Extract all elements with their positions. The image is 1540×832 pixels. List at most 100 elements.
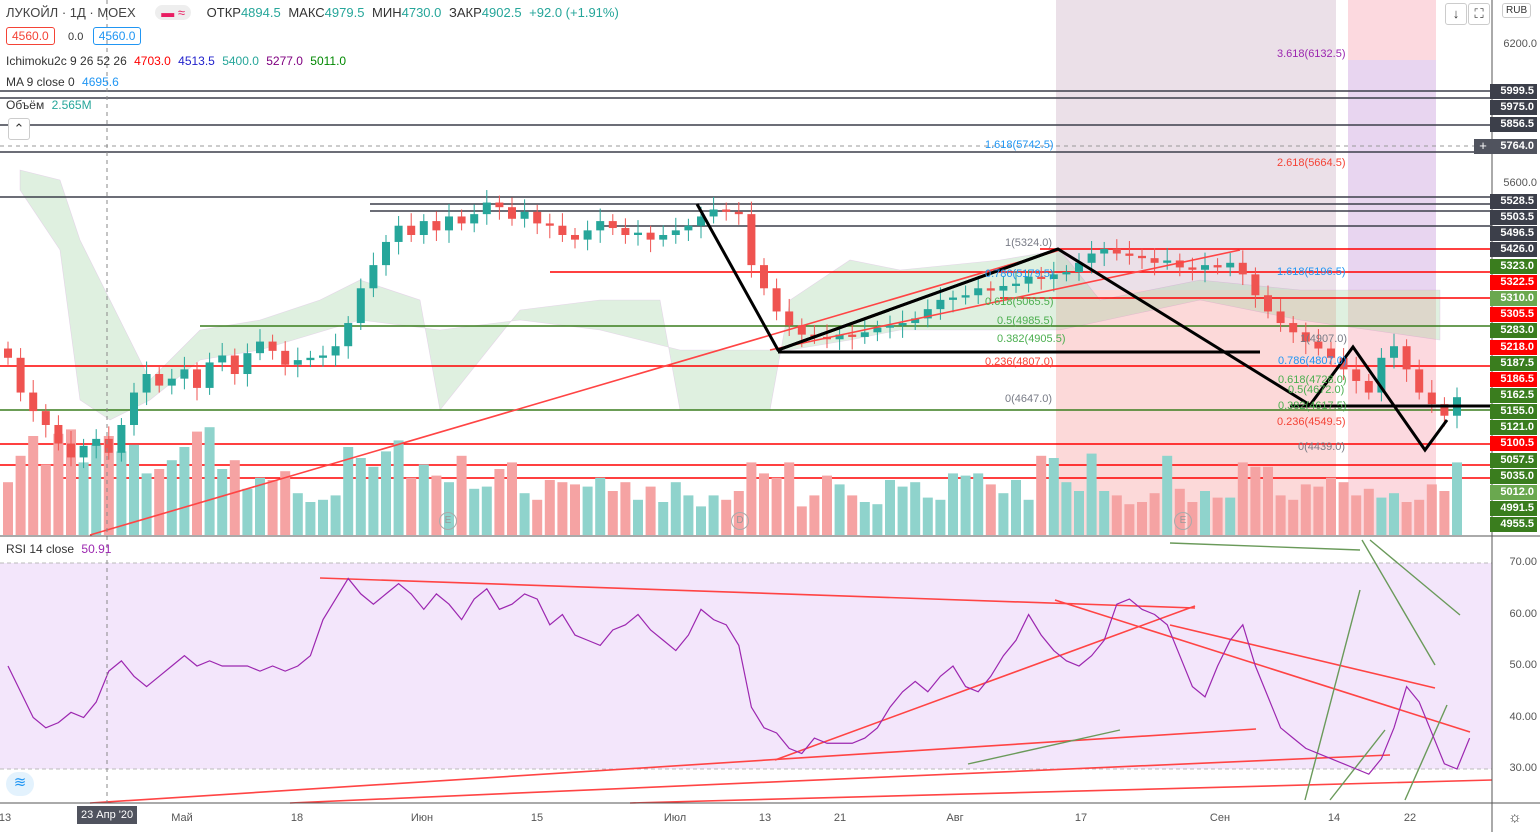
price-level-label[interactable]: 5057.5 [1490,453,1537,468]
volume-bar [1048,458,1059,535]
price-level-label[interactable]: 5426.0 [1490,242,1537,257]
candle [167,378,176,386]
dividend-marker[interactable]: D [731,512,749,530]
candle [1276,311,1285,324]
rsi-legend[interactable]: RSI 14 close 50.91 [6,542,115,556]
volume-bar [305,502,316,535]
fullscreen-button[interactable]: ⛶ [1468,3,1490,25]
ichimoku-legend[interactable]: Ichimoku2c 9 26 52 26 4703.0 4513.5 5400… [6,54,350,68]
candle [230,355,239,375]
volume-bar [670,482,681,535]
price-level-label[interactable]: 5100.5 [1490,436,1537,451]
time-tick: 17 [1074,812,1088,824]
candle [1138,255,1146,259]
candle [697,216,705,226]
volume-bar [53,433,64,535]
candle [911,318,920,324]
candle [634,232,642,235]
volume-bar [922,497,933,535]
candle [495,202,504,208]
price-tick: 5600.0 [1503,177,1537,189]
candle [470,214,479,224]
volume-bar [1212,497,1223,535]
high-value: 4979.5 [324,5,365,20]
candle [482,202,491,215]
volume-bar [607,491,618,535]
price-level-label[interactable]: 5322.5 [1490,275,1537,290]
candle [1251,274,1260,296]
earnings-marker[interactable]: E [439,512,457,530]
symbol-title[interactable]: ЛУКОЙЛ · 1Д · MOEX [6,5,136,20]
price-level-label[interactable]: 4955.5 [1490,517,1537,532]
price-tick: 6200.0 [1503,38,1537,50]
rsi-tick: 30.00 [1509,762,1537,774]
collapse-legend-button[interactable]: ⌃ [8,118,30,140]
price-level-label[interactable]: 5121.0 [1490,420,1537,435]
volume-bar [1300,484,1311,535]
price-level-label[interactable]: 5186.5 [1490,372,1537,387]
candle [646,232,655,240]
scroll-down-button[interactable]: ↓ [1445,3,1467,25]
price-level-label[interactable]: 5305.5 [1490,307,1537,322]
price-level-label[interactable]: 5496.5 [1490,226,1537,241]
price-level-label[interactable]: 5764.0 [1490,139,1537,154]
visibility-toggle[interactable]: ▬ ≈ [155,5,192,20]
candle [1390,346,1398,358]
candle [319,355,327,358]
price-level-label[interactable]: 5310.0 [1490,291,1537,306]
candle [1238,262,1247,275]
price-level-label[interactable]: 5162.5 [1490,388,1537,403]
rsi-label: RSI 14 close [6,542,75,556]
volume-bar [280,471,291,535]
candle [1327,348,1335,358]
volume-bar [444,482,454,535]
price-level-label[interactable]: 5503.5 [1490,210,1537,225]
price-level-label[interactable]: 5283.0 [1490,323,1537,338]
high-label: МАКС [288,5,325,20]
price-level-label[interactable]: 5218.0 [1490,340,1537,355]
time-tick: Авг [946,812,964,824]
price-level-label[interactable]: 5187.5 [1490,356,1537,371]
candle [1301,332,1310,342]
price-level-label[interactable]: 5975.0 [1490,100,1537,115]
candle [835,334,844,340]
candle [356,288,365,324]
price-level-label[interactable]: 5155.0 [1490,404,1537,419]
volume-legend[interactable]: Объём 2.565M [6,98,96,112]
volume-bar [948,473,958,535]
price-level-label[interactable]: 4991.5 [1490,501,1537,516]
rsi-tick: 50.00 [1509,659,1537,671]
volume-label: Объём [6,98,45,112]
earnings-marker[interactable]: E [1174,512,1192,530]
candle [142,374,151,393]
price-level-label[interactable]: 5012.0 [1490,485,1537,500]
candle [79,445,88,458]
candle [558,225,567,235]
fibonacci-level-label: 0.236(4549.5) [1277,416,1346,428]
volume-bar [1363,488,1374,535]
fibonacci-level-label: 3.618(6132.5) [1277,48,1346,60]
volume-bar [1351,495,1362,535]
settings-gear-icon[interactable]: ☼ [1508,809,1522,826]
ichimoku-span-b: 5011.0 [310,54,347,68]
candle [785,311,794,326]
ma-legend[interactable]: MA 9 close 0 4695.6 [6,75,123,89]
sell-button[interactable]: 4560.0 [6,27,55,45]
fibonacci-level-label: 0(4439.0) [1298,441,1346,453]
price-level-label[interactable]: 5035.0 [1490,469,1537,484]
add-alert-plus-icon[interactable]: + [1474,139,1492,154]
fibonacci-level-label: 0.382(4905.5) [997,333,1066,345]
candle [1049,274,1058,280]
volume-bar [595,477,606,535]
currency-button[interactable]: RUB [1502,3,1532,18]
price-level-label[interactable]: 5323.0 [1490,259,1537,274]
volume-bar [746,462,757,535]
price-level-label[interactable]: 5528.5 [1490,194,1537,209]
volume-bar [696,506,706,535]
tradingview-logo[interactable]: ≋ [6,772,34,796]
price-level-label[interactable]: 5999.5 [1490,84,1537,99]
volume-bar [1426,484,1437,535]
price-level-label[interactable]: 5856.5 [1490,117,1537,132]
buy-button[interactable]: 4560.0 [92,27,142,45]
